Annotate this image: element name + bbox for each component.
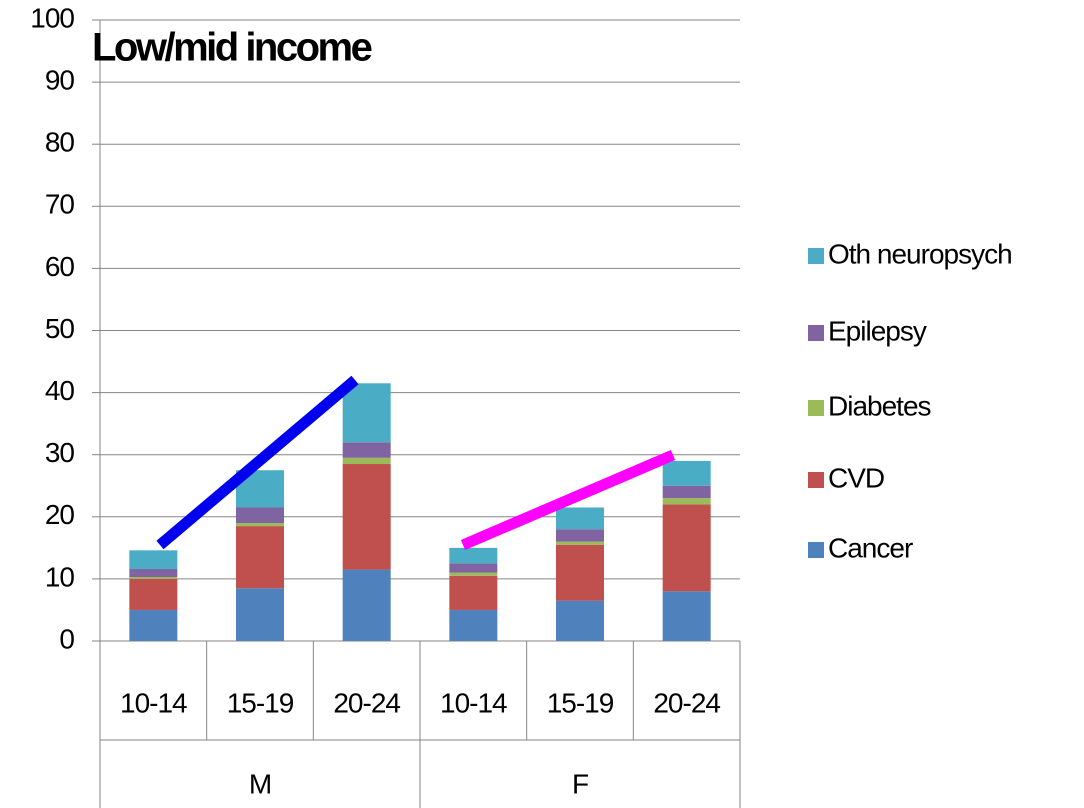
legend-swatch bbox=[808, 325, 824, 341]
bar-segment bbox=[129, 550, 178, 569]
bar-segment bbox=[236, 507, 284, 524]
trend-line-m bbox=[156, 375, 359, 550]
legend-swatch bbox=[808, 248, 824, 264]
bar-segment bbox=[236, 526, 284, 589]
bar-segment bbox=[342, 464, 391, 570]
y-tick-label: 80 bbox=[45, 127, 75, 158]
y-tick-label: 60 bbox=[45, 251, 75, 282]
legend-swatch bbox=[808, 542, 824, 558]
bar-segment bbox=[662, 498, 711, 505]
x-tick-label: 15-19 bbox=[547, 687, 614, 718]
bar-segment bbox=[236, 588, 284, 641]
x-tick-label: 10-14 bbox=[120, 687, 187, 718]
legend-label: Diabetes bbox=[828, 390, 931, 421]
x-tick-label: 20-24 bbox=[653, 687, 720, 718]
y-tick-label: 100 bbox=[30, 2, 74, 33]
bar-segment bbox=[236, 523, 284, 527]
grid bbox=[92, 19, 741, 808]
bar-segment bbox=[556, 529, 604, 542]
bar-segment bbox=[129, 609, 178, 641]
y-tick-label: 10 bbox=[45, 561, 75, 592]
bar-segment bbox=[342, 442, 391, 458]
bar-segment bbox=[449, 547, 498, 564]
chart-title: Low/mid income bbox=[92, 26, 372, 70]
group-label: F bbox=[572, 768, 588, 799]
bar-segment bbox=[662, 460, 711, 486]
bar-segment bbox=[662, 485, 711, 499]
bars bbox=[129, 383, 711, 641]
bar-segment bbox=[342, 569, 391, 641]
bar-segment bbox=[342, 457, 391, 465]
bar-segment bbox=[556, 507, 604, 530]
trend-line-f bbox=[460, 449, 676, 551]
legend-swatch bbox=[808, 400, 824, 416]
y-tick-label: 30 bbox=[45, 437, 75, 468]
y-tick-label: 70 bbox=[45, 189, 75, 220]
y-tick-label: 50 bbox=[45, 313, 75, 344]
bar-segment bbox=[342, 383, 391, 443]
bar-segment bbox=[662, 591, 711, 641]
bar-segment bbox=[129, 578, 178, 610]
bar-segment bbox=[556, 600, 604, 641]
legend-label: Oth neuropsych bbox=[828, 238, 1012, 269]
bar-segment bbox=[129, 568, 178, 578]
legend-swatch bbox=[808, 472, 824, 488]
x-tick-label: 20-24 bbox=[333, 687, 400, 718]
x-tick-label: 10-14 bbox=[440, 687, 507, 718]
bar-segment bbox=[449, 609, 498, 641]
bar-segment bbox=[129, 577, 178, 579]
group-label: M bbox=[249, 768, 271, 799]
y-tick-label: 0 bbox=[59, 623, 74, 654]
y-tick-label: 20 bbox=[45, 499, 75, 530]
legend-label: CVD bbox=[828, 462, 884, 493]
legend-label: Epilepsy bbox=[828, 315, 927, 346]
bar-segment bbox=[662, 504, 711, 592]
bar-segment bbox=[556, 541, 604, 545]
bar-segment bbox=[449, 563, 498, 573]
bar-segment bbox=[449, 572, 498, 576]
bar-segment bbox=[449, 575, 498, 610]
x-tick-label: 15-19 bbox=[227, 687, 294, 718]
y-tick-label: 40 bbox=[45, 375, 75, 406]
bar-segment bbox=[556, 544, 604, 601]
y-tick-label: 90 bbox=[45, 64, 75, 95]
legend-label: Cancer bbox=[828, 532, 913, 563]
